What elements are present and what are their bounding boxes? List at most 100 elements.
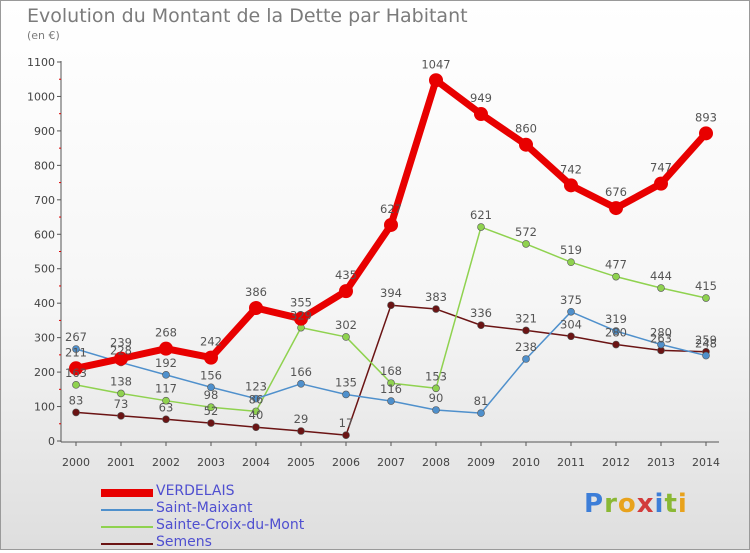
- data-point: [249, 301, 263, 316]
- data-label: 135: [335, 375, 357, 389]
- data-label: 116: [380, 382, 402, 396]
- legend-swatch: [101, 543, 153, 545]
- data-label: 394: [380, 286, 402, 300]
- x-tick-label: 2007: [377, 456, 405, 469]
- data-label: 117: [155, 382, 177, 396]
- y-tick-label: 200: [34, 366, 55, 379]
- legend-swatch: [101, 526, 153, 528]
- data-point: [297, 380, 305, 388]
- data-point: [567, 307, 575, 316]
- data-label: 267: [65, 330, 87, 344]
- data-point: [342, 333, 350, 341]
- data-label: 280: [650, 326, 672, 340]
- data-point: [432, 406, 440, 414]
- data-point: [252, 407, 260, 416]
- data-point: [252, 423, 260, 432]
- data-label: 329: [290, 309, 312, 323]
- data-point: [204, 350, 218, 365]
- data-point: [294, 311, 308, 326]
- data-point: [432, 305, 440, 313]
- data-point: [612, 272, 620, 281]
- x-tick-label: 2001: [107, 456, 135, 469]
- data-point: [117, 412, 125, 420]
- legend-label: Sainte-Croix-du-Mont: [156, 517, 305, 533]
- data-point: [522, 326, 530, 335]
- data-point: [564, 178, 578, 193]
- data-label: 73: [114, 397, 129, 411]
- data-point: [384, 217, 398, 232]
- data-point: [657, 284, 665, 292]
- y-tick-label: 600: [34, 228, 55, 241]
- data-label: 86: [249, 392, 264, 406]
- data-label: 747: [650, 161, 672, 175]
- data-label: 166: [290, 365, 312, 379]
- data-point: [297, 427, 305, 435]
- data-label: 163: [65, 366, 87, 380]
- data-label: 156: [200, 368, 222, 382]
- data-label: 90: [429, 391, 444, 405]
- data-point: [432, 384, 440, 393]
- data-point: [387, 301, 395, 310]
- logo-letter: i: [654, 489, 665, 519]
- data-point: [477, 223, 485, 231]
- x-tick-label: 2008: [422, 456, 450, 469]
- logo-letter: t: [664, 489, 678, 519]
- data-label: 572: [515, 225, 537, 239]
- data-label: 375: [560, 293, 582, 307]
- data-point: [72, 345, 80, 353]
- data-point: [612, 327, 620, 335]
- legend-label: Semens: [156, 534, 212, 550]
- data-point: [567, 258, 575, 266]
- legend-label: VERDELAIS: [156, 483, 235, 499]
- data-point: [474, 107, 488, 122]
- data-point: [207, 383, 215, 392]
- data-label: 519: [560, 243, 582, 257]
- data-point: [429, 73, 443, 88]
- data-point: [117, 389, 125, 398]
- data-label: 138: [110, 374, 132, 388]
- data-label: 1047: [421, 57, 450, 71]
- x-tick-label: 2013: [647, 456, 675, 469]
- x-tick-label: 2004: [242, 456, 270, 469]
- data-point: [522, 240, 530, 248]
- x-tick-label: 2006: [332, 456, 360, 469]
- data-label: 153: [425, 369, 447, 383]
- data-label: 949: [470, 91, 492, 105]
- data-point: [699, 126, 713, 141]
- data-label: 386: [245, 285, 267, 299]
- data-label: 40: [249, 408, 264, 422]
- y-tick-label: 0: [48, 435, 55, 448]
- x-tick-label: 2014: [692, 456, 720, 469]
- data-label: 248: [695, 337, 717, 351]
- data-point: [387, 397, 395, 405]
- logo-letter: x: [636, 489, 655, 519]
- data-label: 383: [425, 290, 447, 304]
- data-point: [522, 355, 530, 363]
- data-label: 83: [69, 393, 84, 407]
- data-point: [387, 379, 395, 387]
- data-point: [612, 340, 620, 349]
- y-tick-label: 1000: [27, 90, 55, 103]
- x-tick-label: 2003: [197, 456, 225, 469]
- x-tick-label: 2000: [62, 456, 90, 469]
- y-tick-label: 400: [34, 297, 55, 310]
- data-label: 263: [650, 331, 672, 345]
- data-label: 742: [560, 162, 582, 176]
- data-point: [114, 351, 128, 366]
- data-point: [72, 381, 80, 389]
- data-label: 239: [110, 336, 132, 350]
- data-label: 280: [605, 326, 627, 340]
- data-label: 621: [470, 208, 492, 222]
- data-point: [519, 137, 533, 152]
- unit-label: (en €): [27, 29, 60, 42]
- data-point: [162, 371, 170, 379]
- data-label: 52: [204, 404, 219, 418]
- proxiti-logo: Proxiti: [584, 489, 688, 519]
- data-label: 211: [65, 345, 87, 359]
- y-tick-label: 300: [34, 332, 55, 345]
- y-tick-label: 1100: [27, 56, 55, 69]
- data-label: 238: [515, 340, 537, 354]
- data-point: [252, 394, 260, 403]
